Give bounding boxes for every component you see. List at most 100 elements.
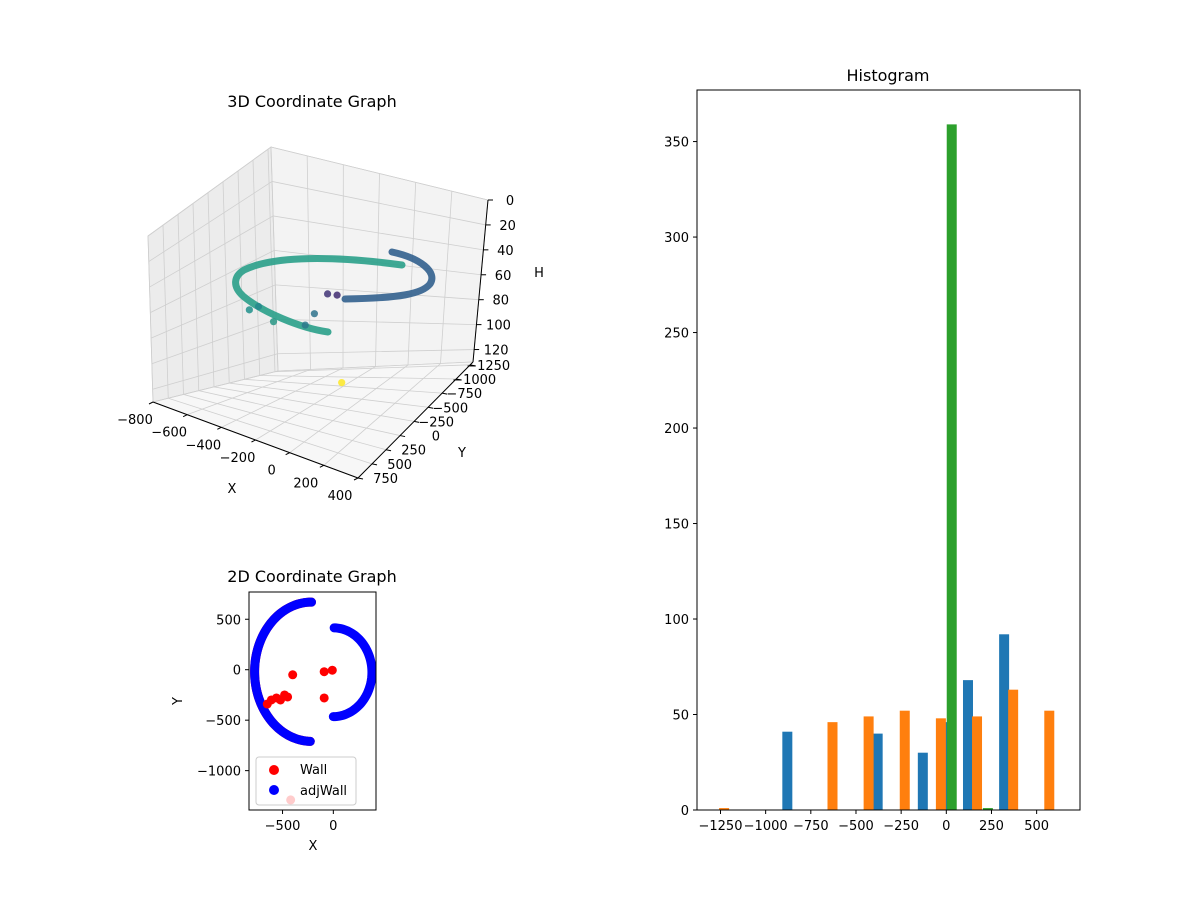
tick-label-z-3d: 20 [499,219,516,234]
grid-line-x-3d [255,173,380,441]
tick-label-y-3d: −750 [446,387,482,402]
wall-point [262,699,272,709]
chart-3d-title: 3D Coordinate Graph [227,92,396,111]
grid-line-x-3d [187,155,311,416]
tick-mark-y-3d [470,364,476,367]
z-axis-label-3d: H [534,266,544,281]
histogram-bar [982,808,993,810]
legend-label-adjwall: adjWall [300,784,347,799]
tick-mark-y-3d [357,477,364,480]
tick-label-z-3d: 40 [497,244,514,259]
tick-label-y-3d: 0 [432,430,440,445]
grid-line-y-3d [222,181,429,408]
x-axis-label-2d: X [309,839,318,854]
adjwall-arc-right [328,623,377,722]
tick-label-y-2d: −1000 [197,765,241,780]
histogram-bar [827,722,838,810]
data-point-3d [245,306,253,314]
tick-label-y-histogram: 150 [664,518,689,533]
tick-label-x-3d: −400 [185,438,221,453]
histogram-bar [972,716,983,810]
legend-box [255,756,357,806]
grid-line-y-3d [237,170,443,394]
tick-mark-x-3d [148,401,154,405]
histogram-bar [863,716,874,810]
tick-mark-y-3d [413,420,420,423]
wall-arcs-2d [250,597,377,746]
tick-label-x-2d: −500 [265,819,301,834]
grid-line-z-3d [150,249,482,313]
histogram-bars [719,124,1055,811]
histogram-panel: Histogram −1250 −1000 −750 −500 −250 0 250 500 0… [664,66,1081,834]
tick-label-x-histogram: 0 [942,819,950,834]
tick-label-x-histogram: −1250 [698,819,742,834]
histogram-bar [946,124,957,811]
grid-line-y-3d [162,225,373,465]
plot-frame-histogram [696,89,1081,811]
data-point-3d [323,290,332,298]
tick-label-z-3d: 80 [492,294,509,309]
data-point-3d [301,321,309,329]
tick-mark-y-3d [385,449,392,452]
tick-label-y-3d: −250 [418,415,454,430]
grid-line-y-3d [177,214,387,451]
histogram-bar [872,733,883,810]
histogram-bar [962,680,973,810]
grid-line-z-3d [147,146,489,237]
tick-mark-x-3d [182,414,188,418]
ring-curve-3d [341,248,436,303]
tick-label-y-histogram: 350 [664,136,689,151]
tick-mark-x-3d [319,464,325,468]
tick-label-x-histogram: −1000 [744,819,788,834]
tick-label-x-histogram: −500 [838,819,874,834]
histogram-bar [899,710,910,810]
histogram-title: Histogram [847,66,930,85]
tick-label-z-3d: 60 [495,269,512,284]
tick-label-x-3d: −800 [117,413,153,428]
tick-label-x-histogram: −250 [883,819,919,834]
coordinate-3d-panel: 3D Coordinate Graph −800−600−400−2000200… [117,92,544,504]
tick-label-y-3d: −1250 [466,359,510,374]
histogram-bar [1008,689,1019,810]
histogram-bar [935,718,946,810]
tick-mark-x-3d [353,477,359,481]
grid-line-z-3d [148,181,486,262]
tick-label-z-3d: 100 [486,319,511,334]
legend-marker-wall [269,765,279,775]
grid-line-y-3d [192,203,401,436]
data-point-3d [269,318,278,326]
histogram-bar [999,634,1010,810]
tick-label-x-3d: −200 [220,451,256,466]
tick-mark-y-3d [428,406,434,409]
grid-line-x-3d [152,146,279,403]
tick-label-x-histogram: −750 [793,819,829,834]
histogram-bar [917,752,928,810]
grid-line-z-3d [149,215,484,288]
ring-curve-3d [232,255,406,336]
histogram-bar [782,731,793,810]
data-point-3d [338,378,346,387]
tick-label-y-2d: −500 [205,714,241,729]
tick-label-y-3d: 750 [373,472,398,487]
tick-label-y-2d: 0 [233,664,241,679]
tick-label-y-histogram: 250 [664,327,689,342]
chart-2d-title: 2D Coordinate Graph [227,567,396,586]
data-point-3d [310,310,318,318]
tick-label-z-3d: 0 [506,194,514,209]
ring-curves-3d [232,248,436,336]
y-axis-line-3d [357,361,474,479]
ticks-3d: −800−600−400−2000200400−1250−1000−750−50… [117,194,516,504]
grid-line-y-3d [252,160,457,380]
tick-mark-x-3d [251,439,256,443]
y-axis-label-2d: Y [171,697,186,706]
ticks-histogram: −1250 −1000 −750 −500 −250 0 250 500 0 50 100 150 20… [664,136,1049,834]
tick-label-y-3d: 250 [401,444,426,459]
tick-label-y-3d: −1000 [452,373,496,388]
tick-mark-y-3d [399,435,406,438]
tick-label-y-histogram: 300 [664,231,689,246]
wall-point [319,693,329,703]
x-axis-label-3d: X [228,482,237,497]
y-axis-label-3d: Y [457,446,466,461]
tick-label-x-histogram: 500 [1024,819,1049,834]
